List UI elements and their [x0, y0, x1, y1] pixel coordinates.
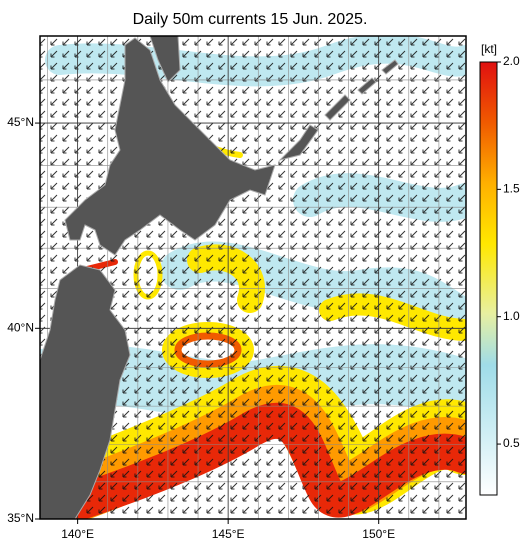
land: [40, 36, 399, 519]
colorbar-tick-label: 1.0: [503, 309, 520, 323]
colorbar-unit: [kt]: [481, 42, 497, 56]
map-title: Daily 50m currents 15 Jun. 2025.: [133, 11, 368, 28]
y-tick-label: 35°N: [7, 511, 34, 525]
y-tick-label: 45°N: [7, 115, 34, 129]
colorbar-tick-label: 2.0: [503, 54, 520, 68]
x-tick-label: 140°E: [61, 527, 94, 541]
x-tick-label: 145°E: [212, 527, 245, 541]
colorbar-tick-label: 0.5: [503, 436, 520, 450]
x-tick-label: 150°E: [362, 527, 395, 541]
current-field: [40, 36, 466, 519]
map-frame: [39, 35, 467, 520]
colorbar: [479, 61, 498, 496]
colorbar-tick-label: 1.5: [503, 182, 520, 196]
y-tick-label: 40°N: [7, 320, 34, 334]
